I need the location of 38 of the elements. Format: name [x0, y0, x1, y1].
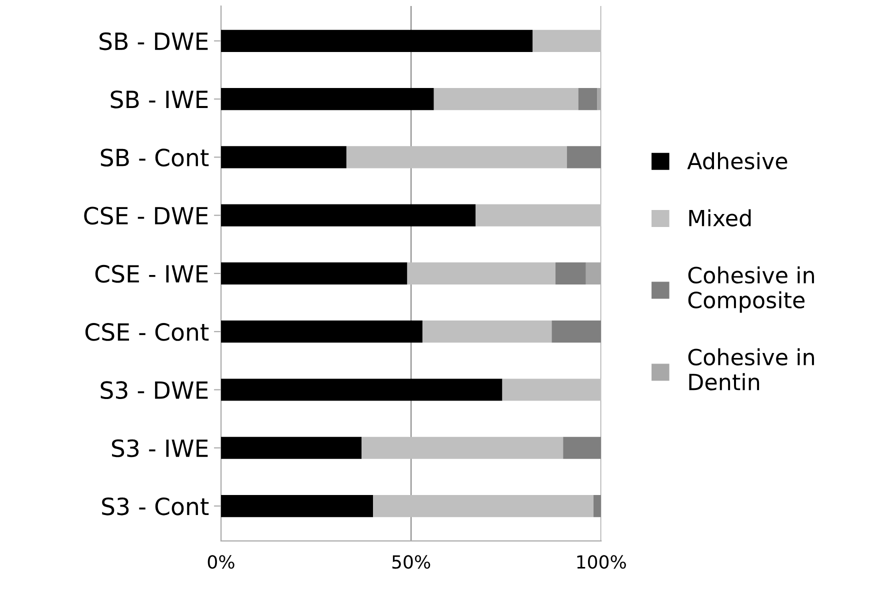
- bar: [407, 262, 556, 284]
- bar: [586, 262, 602, 284]
- legend-label: Cohesive in Dentin: [688, 348, 814, 390]
- bar: [221, 30, 533, 52]
- y-tick-label: S3 - DWE: [100, 381, 208, 400]
- bar: [221, 146, 346, 168]
- bar: [532, 30, 602, 52]
- bar: [221, 204, 476, 226]
- x-tick-label: 0%: [208, 555, 234, 569]
- y-tick-label: CSE - Cont: [85, 323, 209, 341]
- bar: [476, 204, 602, 226]
- bar: [221, 436, 362, 459]
- bar: [373, 494, 594, 518]
- bar: [422, 320, 552, 343]
- legend-label: Cohesive in Composite: [688, 266, 814, 313]
- y-tick-label: S3 - Cont: [102, 497, 209, 516]
- legend-label: Mixed: [689, 209, 751, 226]
- bar: [578, 88, 598, 110]
- bar: [221, 320, 422, 343]
- bar: [221, 378, 502, 401]
- bar: [434, 88, 578, 110]
- y-tick-label: CSE - IWE: [95, 264, 208, 283]
- x-tick-label: 50%: [392, 555, 430, 569]
- legend-label: Adhesive: [687, 152, 788, 170]
- bar: [362, 436, 564, 459]
- y-tick-label: SB - IWE: [110, 90, 208, 108]
- y-tick-label: S3 - IWE: [112, 439, 208, 458]
- bar: [556, 262, 586, 284]
- y-tick-label: CSE - DWE: [84, 206, 208, 225]
- bar: [346, 146, 567, 168]
- bar: [597, 88, 602, 110]
- x-tick-label: 100%: [577, 555, 626, 569]
- bar: [221, 262, 408, 284]
- bar: [221, 494, 374, 518]
- y-tick-label: SB - DWE: [100, 32, 208, 50]
- bar: [502, 378, 602, 401]
- y-tick-label: SB - Cont: [100, 148, 209, 166]
- bar: [221, 88, 434, 110]
